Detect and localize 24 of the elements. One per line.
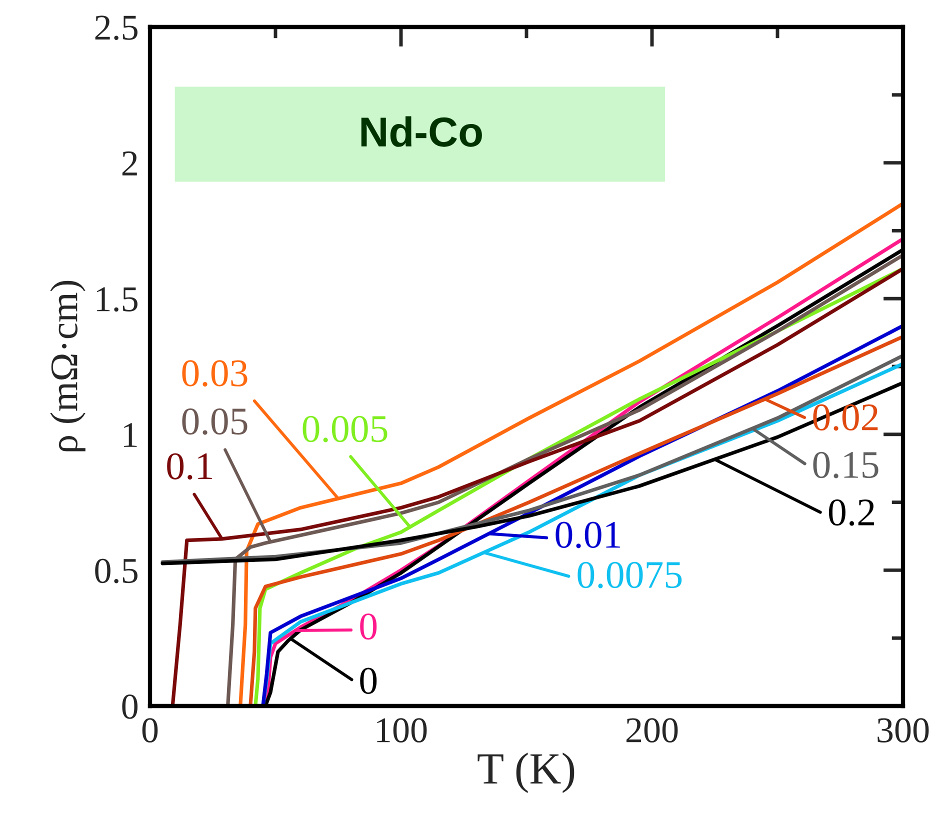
text: 0.03 (182, 360, 248, 387)
legend-label: 0.01 (556, 522, 620, 548)
y-tick-label: 0.5 (95, 558, 138, 584)
y-tick-label: 0 (122, 694, 138, 719)
y-tick-label: 2.5 (95, 16, 138, 40)
text: Nd-Co (361, 116, 482, 147)
x-tick-label: 300 (878, 718, 929, 743)
legend-label: 0.15 (813, 452, 878, 478)
x-tick-label: 200 (626, 718, 678, 743)
text: 0.005 (302, 416, 388, 442)
text: 0.05 (182, 408, 248, 435)
y-tick-label: 1.5 (96, 287, 138, 312)
y-tick-label: 2 (122, 151, 137, 176)
series-label: 0.2 (828, 499, 874, 526)
legend-label: 0.0075 (578, 562, 682, 588)
series-label: 0.1 (167, 453, 212, 480)
legend-label: 0.02 (813, 404, 878, 431)
x-tick-label: 100 (377, 718, 427, 743)
x-axis-title: T (K) (478, 752, 574, 793)
legend-label: 0 (360, 668, 377, 694)
y-axis-title: ρ (mΩ·cm) (50, 280, 86, 452)
y-tick-label: 1 (124, 423, 137, 447)
legend-label: 0 (360, 613, 377, 640)
x-tick-label: 0 (142, 718, 158, 743)
